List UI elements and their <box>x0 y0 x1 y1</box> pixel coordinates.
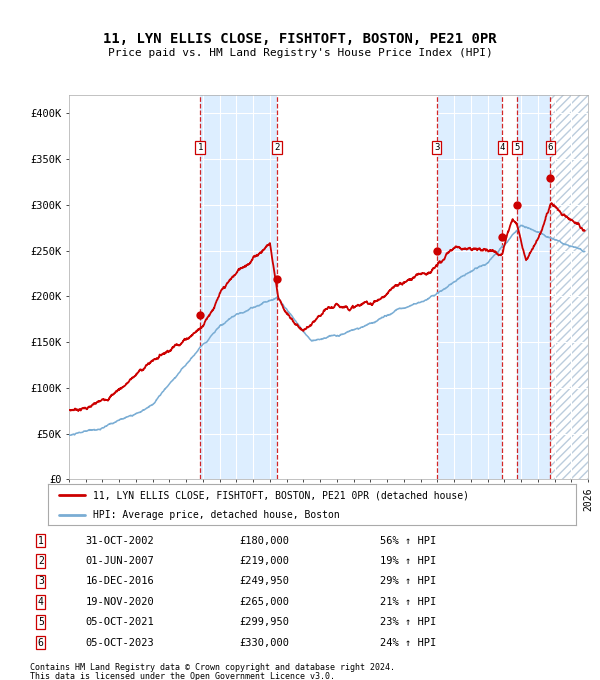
Text: 05-OCT-2023: 05-OCT-2023 <box>86 638 154 647</box>
Text: 2: 2 <box>38 556 44 566</box>
Text: £265,000: £265,000 <box>239 597 289 607</box>
Text: Contains HM Land Registry data © Crown copyright and database right 2024.: Contains HM Land Registry data © Crown c… <box>30 663 395 673</box>
Text: £299,950: £299,950 <box>239 617 289 627</box>
Text: 19% ↑ HPI: 19% ↑ HPI <box>380 556 436 566</box>
Text: £219,000: £219,000 <box>239 556 289 566</box>
Text: HPI: Average price, detached house, Boston: HPI: Average price, detached house, Bost… <box>93 510 340 520</box>
Text: This data is licensed under the Open Government Licence v3.0.: This data is licensed under the Open Gov… <box>30 672 335 680</box>
Text: 5: 5 <box>514 143 520 152</box>
Text: 05-OCT-2021: 05-OCT-2021 <box>86 617 154 627</box>
Bar <box>437 95 502 479</box>
Text: 6: 6 <box>548 143 553 152</box>
Text: 1: 1 <box>38 536 44 545</box>
Text: 31-OCT-2002: 31-OCT-2002 <box>86 536 154 545</box>
Text: 19-NOV-2020: 19-NOV-2020 <box>86 597 154 607</box>
Text: 3: 3 <box>38 577 44 586</box>
Text: £180,000: £180,000 <box>239 536 289 545</box>
Text: 16-DEC-2016: 16-DEC-2016 <box>86 577 154 586</box>
Text: 2: 2 <box>274 143 280 152</box>
Bar <box>517 95 550 479</box>
Text: £249,950: £249,950 <box>239 577 289 586</box>
Text: 1: 1 <box>197 143 203 152</box>
Text: 4: 4 <box>38 597 44 607</box>
Text: 29% ↑ HPI: 29% ↑ HPI <box>380 577 436 586</box>
Text: £330,000: £330,000 <box>239 638 289 647</box>
Text: 6: 6 <box>38 638 44 647</box>
Text: 11, LYN ELLIS CLOSE, FISHTOFT, BOSTON, PE21 0PR: 11, LYN ELLIS CLOSE, FISHTOFT, BOSTON, P… <box>103 32 497 46</box>
Text: 23% ↑ HPI: 23% ↑ HPI <box>380 617 436 627</box>
Text: 3: 3 <box>434 143 439 152</box>
Text: 5: 5 <box>38 617 44 627</box>
Bar <box>550 95 588 479</box>
Text: 21% ↑ HPI: 21% ↑ HPI <box>380 597 436 607</box>
Bar <box>550 95 588 479</box>
Text: 4: 4 <box>500 143 505 152</box>
Text: 01-JUN-2007: 01-JUN-2007 <box>86 556 154 566</box>
Bar <box>200 95 277 479</box>
Text: 56% ↑ HPI: 56% ↑ HPI <box>380 536 436 545</box>
Text: Price paid vs. HM Land Registry's House Price Index (HPI): Price paid vs. HM Land Registry's House … <box>107 48 493 58</box>
Text: 24% ↑ HPI: 24% ↑ HPI <box>380 638 436 647</box>
Text: 11, LYN ELLIS CLOSE, FISHTOFT, BOSTON, PE21 0PR (detached house): 11, LYN ELLIS CLOSE, FISHTOFT, BOSTON, P… <box>93 490 469 500</box>
